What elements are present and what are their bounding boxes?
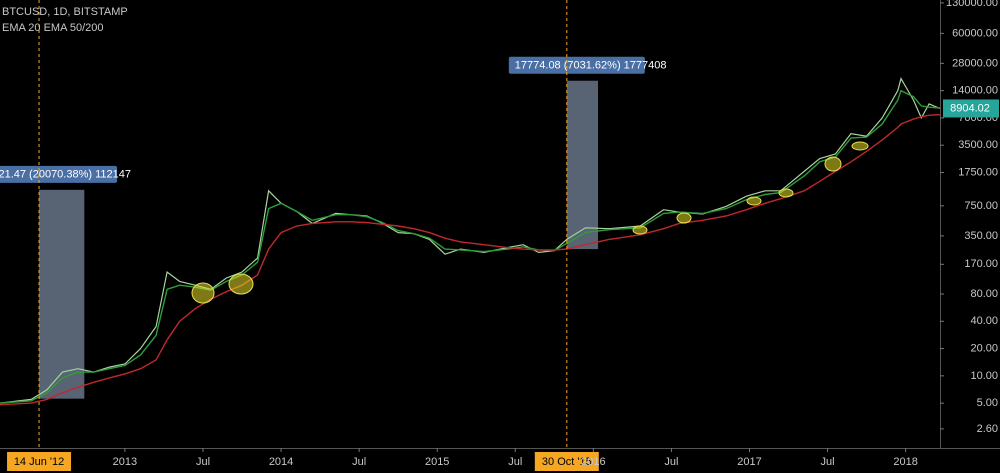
x-tick-label: Jul xyxy=(821,456,835,468)
x-tick-label: Jul xyxy=(196,456,210,468)
marker-label: 14 Jun '12 xyxy=(14,456,64,468)
y-tick-label: 28000.00 xyxy=(952,57,998,69)
highlight xyxy=(632,225,648,235)
highlight xyxy=(676,212,692,224)
measure-box xyxy=(566,80,599,250)
y-tick-label: 40.00 xyxy=(970,315,998,327)
x-tick-label: 2017 xyxy=(737,456,761,468)
measure-label-bg xyxy=(508,56,645,74)
y-tick-label: 1750.00 xyxy=(958,166,998,178)
y-tick-label: 130000.00 xyxy=(946,0,998,9)
y-tick-label: 10.00 xyxy=(970,370,998,382)
x-tick-label: 2013 xyxy=(113,456,137,468)
chart-title: BTCUSD, 1D, BITSTAMP xyxy=(2,6,128,18)
y-tick-label: 60000.00 xyxy=(952,27,998,39)
marker-label-bg xyxy=(7,452,72,471)
y-tick-label: 5.00 xyxy=(977,397,998,409)
x-tick-label: 2016 xyxy=(581,456,605,468)
y-tick-label: 20.00 xyxy=(970,342,998,354)
highlight xyxy=(746,196,762,206)
marker-label-bg xyxy=(534,452,599,471)
measure-label-bg xyxy=(0,165,118,183)
chart-subtitle: EMA 20 EMA 50/200 xyxy=(2,22,104,34)
y-tick-label: 750.00 xyxy=(964,200,998,212)
price-line xyxy=(0,114,941,406)
highlight xyxy=(778,188,794,198)
measure-label: 17774.08 (7031.62%) 1777408 xyxy=(515,60,667,72)
y-tick-label: 3500.00 xyxy=(958,139,998,151)
y-tick-label: 80.00 xyxy=(970,288,998,300)
highlight xyxy=(851,141,869,151)
price-line xyxy=(0,77,941,404)
highlight xyxy=(228,273,254,295)
highlight xyxy=(191,282,215,304)
y-tick-label: 2.60 xyxy=(977,423,998,435)
x-tick-label: Jul xyxy=(352,456,366,468)
price-label: 8904.02 xyxy=(950,102,990,114)
x-tick-label: Jul xyxy=(508,456,522,468)
highlights xyxy=(191,141,869,304)
marker-label: 30 Oct '15 xyxy=(542,456,592,468)
highlight xyxy=(824,156,842,172)
price-label-bg xyxy=(943,99,999,118)
x-tick-label: 2015 xyxy=(425,456,449,468)
x-tick-label: 2018 xyxy=(893,456,917,468)
y-tick-label: 14000.00 xyxy=(952,85,998,97)
y-tick-label: 170.00 xyxy=(964,258,998,270)
x-tick-label: 2014 xyxy=(269,456,293,468)
overlay: 1121.47 (20070.38%) 112147 17774.08 (7031… xyxy=(0,0,666,471)
measure-label: 1121.47 (20070.38%) 112147 xyxy=(0,169,131,181)
measure-box xyxy=(39,189,85,399)
x-tick-label: Jul xyxy=(664,456,678,468)
y-tick-label: 350.00 xyxy=(964,230,998,242)
